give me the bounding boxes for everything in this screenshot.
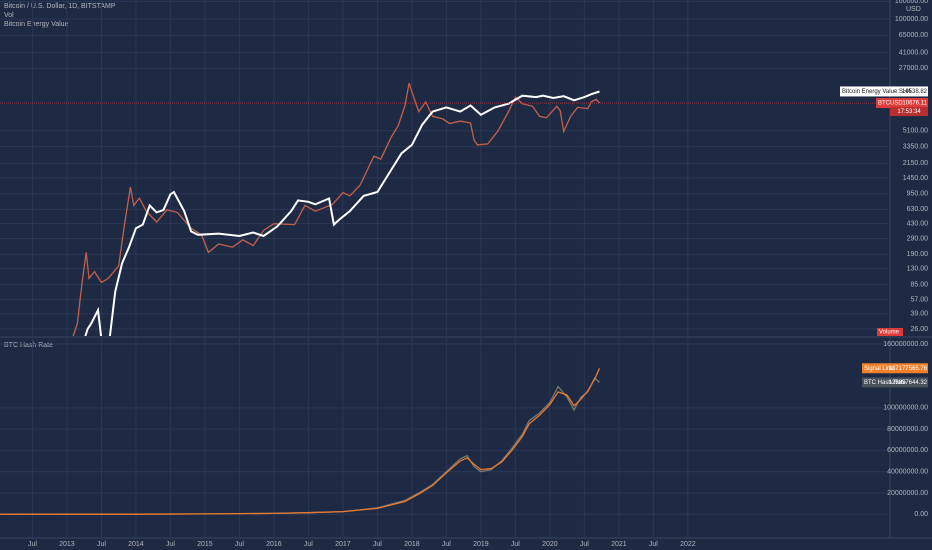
badge-value: 10676.11: [902, 101, 927, 107]
badge-label: Bitcoin Energy Value:SHA: [842, 89, 911, 95]
x-tick-label: Jul: [373, 541, 382, 548]
y-tick-label: 20000000.00: [887, 490, 928, 497]
series-line: [0, 368, 601, 515]
y-tick-label: 130.00: [907, 265, 929, 272]
y-tick-label: 40000000.00: [887, 469, 928, 476]
pane: [0, 0, 890, 336]
x-tick-label: Jul: [442, 541, 451, 548]
x-tick-label: 2019: [473, 541, 489, 548]
y-tick-label: 3350.00: [903, 143, 928, 150]
y-tick-label: 290.00: [907, 235, 929, 242]
x-tick-label: Jul: [97, 541, 106, 548]
x-tick-label: 2013: [59, 541, 75, 548]
badge-value: 137177565.76: [889, 366, 928, 372]
energy-legend: Bitcoin Energy Value: [4, 21, 69, 28]
y-tick-label: 630.00: [907, 206, 929, 213]
y-tick-label: 65000.00: [899, 32, 928, 39]
chart-title: Bitcoin / U.S. Dollar, 1D, BITSTAMP: [4, 3, 116, 10]
x-tick-label: 2017: [335, 541, 351, 548]
y-tick-label: 39.00: [910, 311, 928, 318]
x-tick-label: Jul: [235, 541, 244, 548]
x-tick-label: 2016: [266, 541, 282, 548]
price-badge: [840, 86, 928, 97]
x-tick-label: Jul: [304, 541, 313, 548]
time-badge: [890, 107, 928, 117]
x-tick-label: 2015: [197, 541, 213, 548]
y-unit: USD: [906, 6, 921, 13]
price-badge: [862, 377, 928, 388]
volume-legend: Vol: [4, 12, 14, 19]
x-tick-label: 2014: [128, 541, 144, 548]
y-tick-label: 5100.00: [903, 128, 928, 135]
x-tick-label: Jul: [166, 541, 175, 548]
y-tick-label: 26.00: [910, 326, 928, 333]
volume-badge: [877, 328, 903, 336]
y-tick-label: 100000000.00: [883, 405, 928, 412]
y-tick-label: 0.00: [914, 511, 928, 518]
badge-value: 123857644.32: [889, 380, 928, 386]
y-tick-label: 80000000.00: [887, 426, 928, 433]
volume-badge-label: Volume: [879, 330, 900, 336]
series-line: [84, 90, 600, 336]
y-tick-label: 950.00: [907, 191, 929, 198]
y-tick-label: 160000000.00: [883, 341, 928, 348]
x-tick-label: Jul: [28, 541, 37, 548]
y-tick-label: 85.00: [910, 281, 928, 288]
time-label: 17:53:34: [897, 109, 921, 115]
x-tick-label: Jul: [580, 541, 589, 548]
y-tick-label: 100000.00: [895, 16, 928, 23]
badge-value: 14538.82: [902, 89, 928, 95]
x-tick-label: 2022: [680, 541, 696, 548]
price-badge: [876, 98, 928, 109]
x-tick-label: 2018: [404, 541, 420, 548]
pane: [0, 338, 890, 538]
badge-label: BTCUSD: [878, 101, 903, 107]
y-tick-label: 41000.00: [899, 49, 928, 56]
y-tick-label: 2150.00: [903, 160, 928, 167]
badge-label: BTC Hash Rate: [864, 380, 907, 386]
y-tick-label: 160000.00: [895, 0, 928, 5]
hash-pane-title: BTC Hash Rate: [4, 342, 53, 349]
y-tick-label: 57.00: [910, 296, 928, 303]
x-tick-label: Jul: [511, 541, 520, 548]
x-tick-label: 2021: [611, 541, 627, 548]
y-tick-label: 27000.00: [899, 65, 928, 72]
y-tick-label: 190.00: [907, 251, 929, 258]
x-tick-label: 2020: [542, 541, 558, 548]
x-tick-label: Jul: [649, 541, 658, 548]
y-tick-label: 430.00: [907, 221, 929, 228]
price-badge: [862, 363, 928, 374]
y-tick-label: 60000000.00: [887, 447, 928, 454]
series-line: [72, 82, 600, 336]
badge-label: Signal Line: [864, 366, 894, 372]
y-tick-label: 1450.00: [903, 175, 928, 182]
